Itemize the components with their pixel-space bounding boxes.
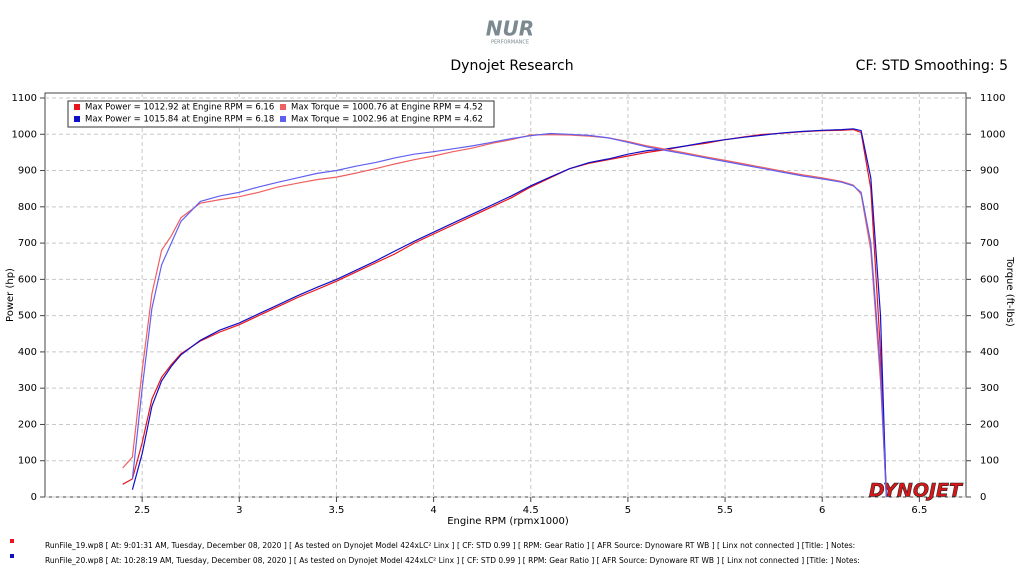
series-line bbox=[131, 128, 887, 498]
y2-tick-label: 1100 bbox=[980, 93, 1005, 104]
plot-area bbox=[44, 92, 967, 498]
y-tick-label: 1000 bbox=[12, 129, 37, 140]
chart-subtitle: CF: STD Smoothing: 5 bbox=[856, 58, 1008, 74]
y-tick-label: 300 bbox=[18, 383, 37, 394]
y-tick-label: 200 bbox=[18, 419, 37, 430]
y-tick-label: 600 bbox=[18, 274, 37, 285]
y-tick-label: 800 bbox=[18, 202, 37, 213]
legend-label: Max Torque = 1000.76 at Engine RPM = 4.5… bbox=[291, 103, 483, 113]
y-tick-label: 700 bbox=[18, 238, 37, 249]
x-axis-title: Engine RPM (rpmx1000) bbox=[447, 516, 569, 527]
y2-axis-title: Torque (ft-lbs) bbox=[1004, 256, 1015, 327]
series-line bbox=[131, 132, 887, 498]
legend-label: Max Power = 1012.92 at Engine RPM = 6.16 bbox=[85, 103, 274, 113]
y-tick-label: 100 bbox=[18, 456, 37, 467]
legend-swatch bbox=[74, 104, 80, 110]
x-tick-label: 5.5 bbox=[717, 505, 733, 516]
watermark: DYNOJET bbox=[869, 480, 964, 502]
y2-tick-label: 500 bbox=[980, 311, 999, 322]
y2-tick-label: 700 bbox=[980, 238, 999, 249]
y2-tick-label: 0 bbox=[980, 492, 986, 503]
legend-swatch bbox=[74, 116, 80, 122]
y2-tick-label: 100 bbox=[980, 456, 999, 467]
legend-swatch bbox=[280, 116, 286, 122]
y-tick-label: 0 bbox=[31, 492, 37, 503]
y-tick-label: 400 bbox=[18, 347, 37, 358]
x-tick-label: 5 bbox=[625, 505, 631, 516]
y2-tick-label: 200 bbox=[980, 419, 999, 430]
run-info: RunFile_19.wp8 [ At: 9:01:31 AM, Tuesday… bbox=[45, 541, 855, 550]
x-tick-label: 2.5 bbox=[134, 505, 150, 516]
x-tick-label: 6 bbox=[819, 505, 825, 516]
run-info: RunFile_20.wp8 [ At: 10:28:19 AM, Tuesda… bbox=[45, 556, 860, 565]
y2-tick-label: 300 bbox=[980, 383, 999, 394]
chart-title: Dynojet Research bbox=[450, 58, 573, 74]
logo-subtext: PERFORMANCE bbox=[491, 40, 529, 46]
run-marker bbox=[10, 539, 14, 543]
x-tick-label: 3.5 bbox=[329, 505, 345, 516]
y-axis-title: Power (hp) bbox=[5, 268, 16, 322]
y-tick-label: 900 bbox=[18, 166, 37, 177]
legend-label: Max Power = 1015.84 at Engine RPM = 6.18 bbox=[85, 115, 274, 125]
series-line bbox=[122, 133, 887, 496]
y-tick-label: 1100 bbox=[12, 93, 37, 104]
y2-tick-label: 400 bbox=[980, 347, 999, 358]
y-tick-label: 500 bbox=[18, 311, 37, 322]
y2-tick-label: 600 bbox=[980, 274, 999, 285]
x-tick-label: 4.5 bbox=[523, 505, 539, 516]
x-tick-label: 3 bbox=[236, 505, 242, 516]
y2-tick-label: 900 bbox=[980, 166, 999, 177]
x-tick-label: 6.5 bbox=[911, 505, 927, 516]
y2-tick-label: 800 bbox=[980, 202, 999, 213]
y2-tick-label: 1000 bbox=[980, 129, 1005, 140]
legend-label: Max Torque = 1002.96 at Engine RPM = 4.6… bbox=[291, 115, 483, 125]
run-marker bbox=[10, 554, 14, 558]
x-tick-label: 4 bbox=[430, 505, 436, 516]
legend-swatch bbox=[280, 104, 286, 110]
logo: NUR bbox=[486, 17, 534, 41]
